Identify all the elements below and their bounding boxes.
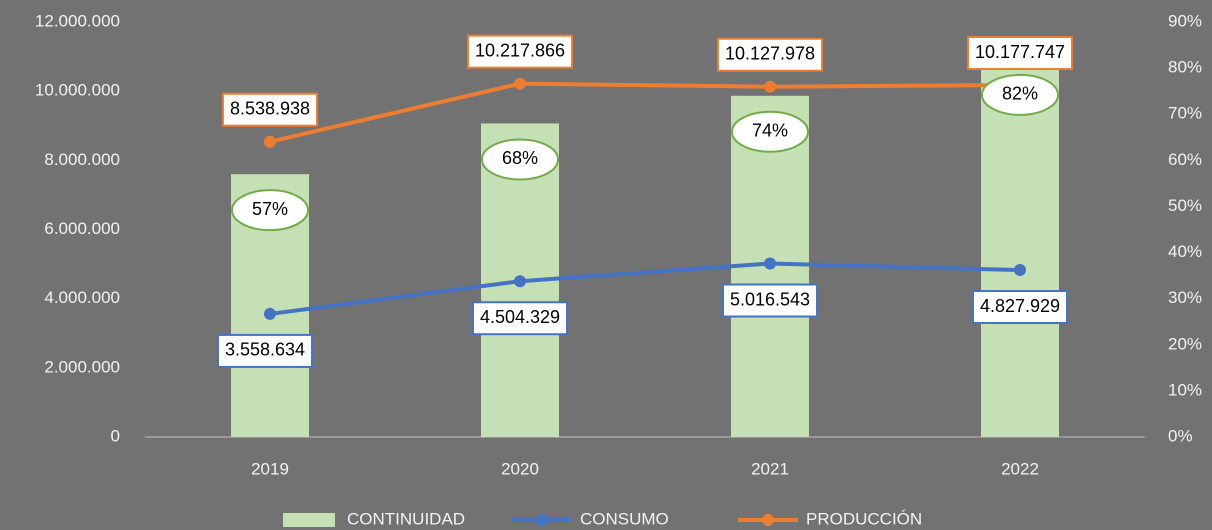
data-label: 10.217.866 <box>475 40 565 60</box>
y2-tick-label: 20% <box>1168 334 1202 353</box>
y-tick-label: 4.000.000 <box>44 288 120 307</box>
data-label: 4.504.329 <box>480 307 560 327</box>
data-label-bg <box>966 36 1074 71</box>
marker <box>264 135 276 148</box>
marker <box>764 257 776 270</box>
data-label-bg <box>466 34 574 69</box>
data-label-bg <box>730 110 810 153</box>
data-label: 3.558.634 <box>225 340 305 360</box>
data-label-bg <box>221 92 319 127</box>
y2-tick-label: 0% <box>1168 426 1193 445</box>
y-tick-label: 8.000.000 <box>44 150 120 169</box>
legend-swatch <box>536 514 548 526</box>
data-label: 4.827.929 <box>980 296 1060 316</box>
marker <box>514 275 526 288</box>
bar <box>981 58 1059 438</box>
y2-tick-label: 30% <box>1168 288 1202 307</box>
y-tick-label: 10.000.000 <box>35 81 120 100</box>
y-tick-label: 6.000.000 <box>44 219 120 238</box>
marker <box>1014 264 1026 277</box>
y-tick-label: 12.000.000 <box>35 11 120 30</box>
marker <box>514 77 526 90</box>
line <box>268 261 1022 316</box>
data-label-bg <box>230 189 310 232</box>
data-label: 74% <box>752 121 788 141</box>
x-tick-label: 2019 <box>251 459 289 478</box>
data-label-bg <box>980 73 1060 116</box>
marker <box>264 307 276 320</box>
x-tick-label: 2020 <box>501 459 539 478</box>
data-label: 8.538.938 <box>230 98 310 118</box>
line <box>268 81 1022 144</box>
data-label: 57% <box>252 199 288 219</box>
y2-tick-label: 50% <box>1168 196 1202 215</box>
y-tick-label: 2.000.000 <box>44 357 120 376</box>
y2-tick-label: 60% <box>1168 150 1202 169</box>
data-label-bg <box>480 138 560 181</box>
data-label: 5.016.543 <box>730 289 810 309</box>
data-label-bg <box>471 301 569 336</box>
legend-swatch <box>283 513 335 527</box>
y2-tick-label: 10% <box>1168 380 1202 399</box>
y2-tick-label: 80% <box>1168 58 1202 77</box>
data-label: 10.177.747 <box>975 42 1065 62</box>
data-label: 82% <box>1002 84 1038 104</box>
marker <box>764 80 776 93</box>
y-tick-label: 0 <box>111 426 120 445</box>
y2-tick-label: 70% <box>1168 104 1202 123</box>
data-label-bg <box>216 333 314 368</box>
data-label-bg <box>721 283 819 318</box>
data-label: 68% <box>502 148 538 168</box>
legend-label: CONSUMO <box>580 509 669 528</box>
data-label-bg <box>971 290 1069 325</box>
x-tick-label: 2022 <box>1001 459 1039 478</box>
legend-label: CONTINUIDAD <box>347 509 465 528</box>
y2-tick-label: 40% <box>1168 242 1202 261</box>
data-label-bg <box>716 37 824 72</box>
x-tick-label: 2021 <box>751 459 789 478</box>
y2-tick-label: 90% <box>1168 11 1202 30</box>
legend-label: PRODUCCIÓN <box>806 509 922 528</box>
data-label: 10.127.978 <box>725 43 815 63</box>
legend-swatch <box>762 514 774 526</box>
